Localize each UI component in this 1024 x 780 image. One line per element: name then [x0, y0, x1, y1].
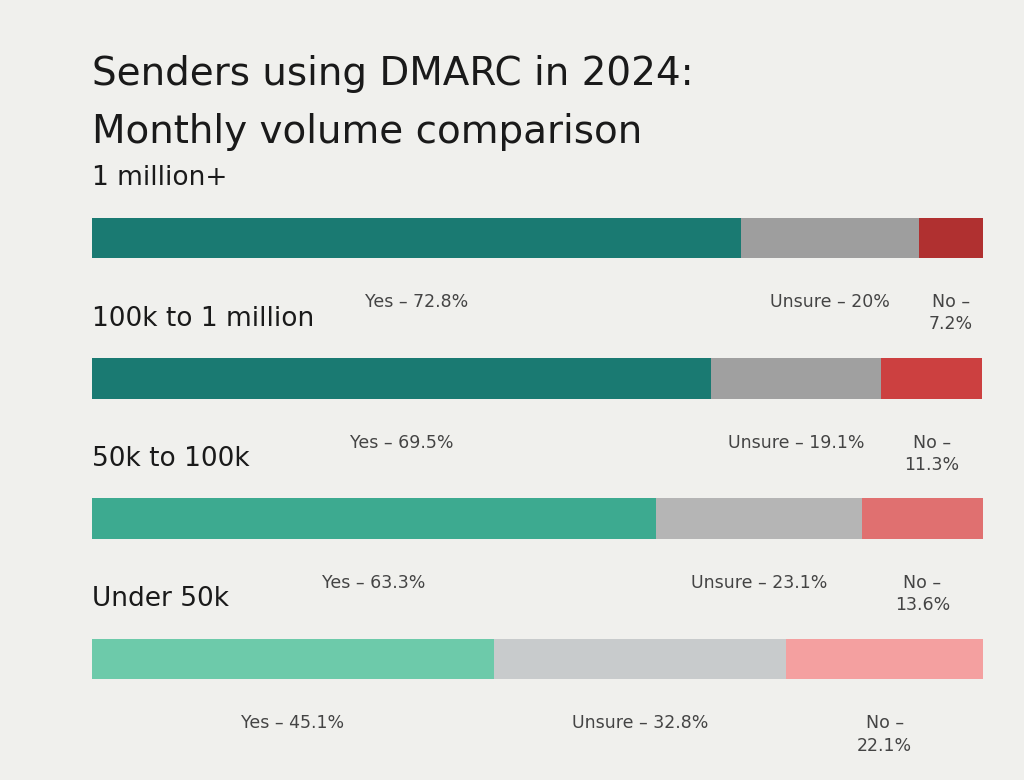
Text: No –
11.3%: No – 11.3%: [904, 434, 959, 474]
Text: Under 50k: Under 50k: [92, 587, 229, 612]
Bar: [92, 358, 712, 399]
Text: Unsure – 20%: Unsure – 20%: [770, 293, 890, 311]
Text: Unsure – 23.1%: Unsure – 23.1%: [691, 574, 827, 592]
Text: Yes – 72.8%: Yes – 72.8%: [365, 293, 468, 311]
Text: Yes – 45.1%: Yes – 45.1%: [242, 714, 345, 732]
Text: No –
7.2%: No – 7.2%: [929, 293, 973, 334]
Text: Monthly volume comparison: Monthly volume comparison: [92, 113, 642, 151]
Text: No –
13.6%: No – 13.6%: [895, 574, 950, 615]
Text: Senders using DMARC in 2024:: Senders using DMARC in 2024:: [92, 55, 694, 93]
Text: 50k to 100k: 50k to 100k: [92, 446, 250, 472]
Text: 100k to 1 million: 100k to 1 million: [92, 306, 314, 332]
Text: 1 million+: 1 million+: [92, 165, 227, 191]
Text: Yes – 69.5%: Yes – 69.5%: [350, 434, 454, 452]
Text: Unsure – 19.1%: Unsure – 19.1%: [728, 434, 864, 452]
Text: Unsure – 32.8%: Unsure – 32.8%: [571, 714, 709, 732]
Bar: [92, 498, 656, 539]
Bar: [919, 218, 983, 258]
Bar: [862, 498, 983, 539]
Bar: [92, 218, 740, 258]
Bar: [656, 498, 862, 539]
Bar: [92, 639, 494, 679]
Text: Yes – 63.3%: Yes – 63.3%: [323, 574, 426, 592]
Bar: [740, 218, 919, 258]
Bar: [494, 639, 786, 679]
Bar: [786, 639, 983, 679]
Bar: [882, 358, 982, 399]
Text: No –
22.1%: No – 22.1%: [857, 714, 912, 755]
Bar: [712, 358, 882, 399]
